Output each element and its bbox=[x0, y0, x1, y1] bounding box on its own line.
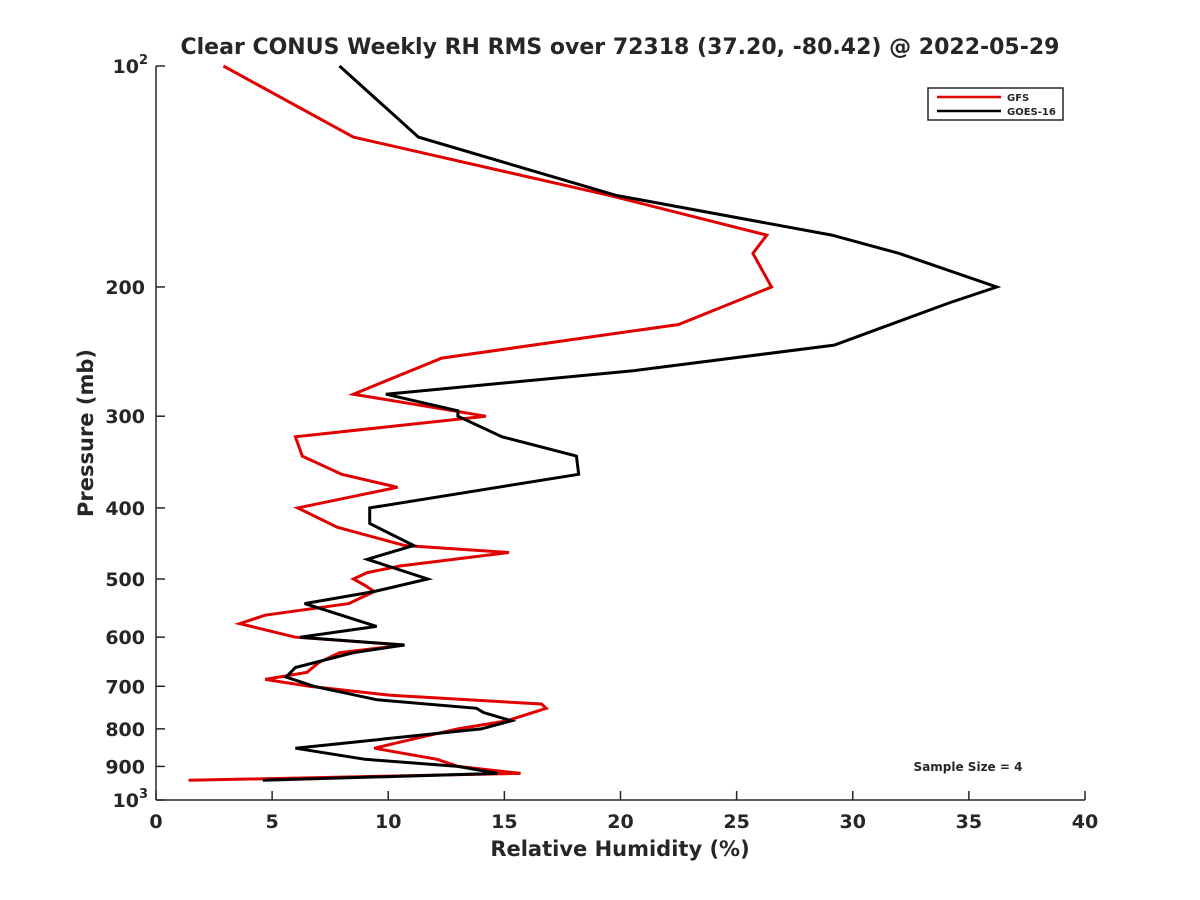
y-tick-label: 400 bbox=[105, 498, 145, 520]
y-tick-label: 102 bbox=[113, 53, 149, 78]
y-tick-label: 500 bbox=[105, 569, 145, 591]
x-tick-label: 5 bbox=[266, 811, 279, 833]
x-tick-label: 15 bbox=[491, 811, 517, 833]
chart-title: Clear CONUS Weekly RH RMS over 72318 (37… bbox=[181, 35, 1060, 60]
y-tick-label: 900 bbox=[105, 756, 145, 778]
y-tick-label: 103 bbox=[113, 787, 149, 812]
x-tick-label: 40 bbox=[1072, 811, 1098, 833]
x-tick-label: 0 bbox=[149, 811, 162, 833]
x-tick-label: 20 bbox=[607, 811, 633, 833]
legend: GFS GOES-16 bbox=[927, 87, 1064, 121]
legend-label-goes-16: GOES-16 bbox=[1007, 107, 1056, 118]
y-tick-label: 700 bbox=[105, 676, 145, 698]
sample-size-annotation: Sample Size = 4 bbox=[914, 760, 1023, 774]
y-tick-label: 800 bbox=[105, 719, 145, 741]
y-axis-label: Pressure (mb) bbox=[74, 349, 98, 517]
series-line-goes-16 bbox=[262, 64, 1002, 782]
x-axis-label: Relative Humidity (%) bbox=[490, 837, 749, 861]
legend-box bbox=[927, 87, 1064, 121]
plot-area: 0 5 10 15 20 25 30 35 40 102 200 300 400 500 600 700 800… bbox=[105, 53, 1098, 833]
x-tick-label: 30 bbox=[840, 811, 866, 833]
x-tick-label: 25 bbox=[723, 811, 749, 833]
y-tick-label: 200 bbox=[105, 277, 145, 299]
series-line-gfs bbox=[188, 64, 774, 782]
y-tick-label: 600 bbox=[105, 627, 145, 649]
legend-label-gfs: GFS bbox=[1007, 93, 1029, 104]
x-tick-label: 10 bbox=[375, 811, 401, 833]
x-tick-label: 35 bbox=[956, 811, 982, 833]
y-tick-label: 300 bbox=[105, 406, 145, 428]
